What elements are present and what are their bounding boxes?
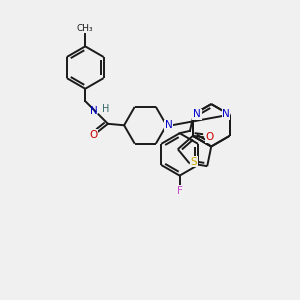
Text: H: H <box>102 104 110 114</box>
Text: N: N <box>165 120 173 130</box>
Text: O: O <box>206 132 214 142</box>
Text: N: N <box>90 106 98 116</box>
Text: S: S <box>190 157 197 167</box>
Text: N: N <box>194 109 201 119</box>
Text: O: O <box>90 130 98 140</box>
Text: F: F <box>177 186 183 196</box>
Text: N: N <box>222 109 230 119</box>
Text: N: N <box>193 109 200 119</box>
Text: CH₃: CH₃ <box>77 24 94 33</box>
